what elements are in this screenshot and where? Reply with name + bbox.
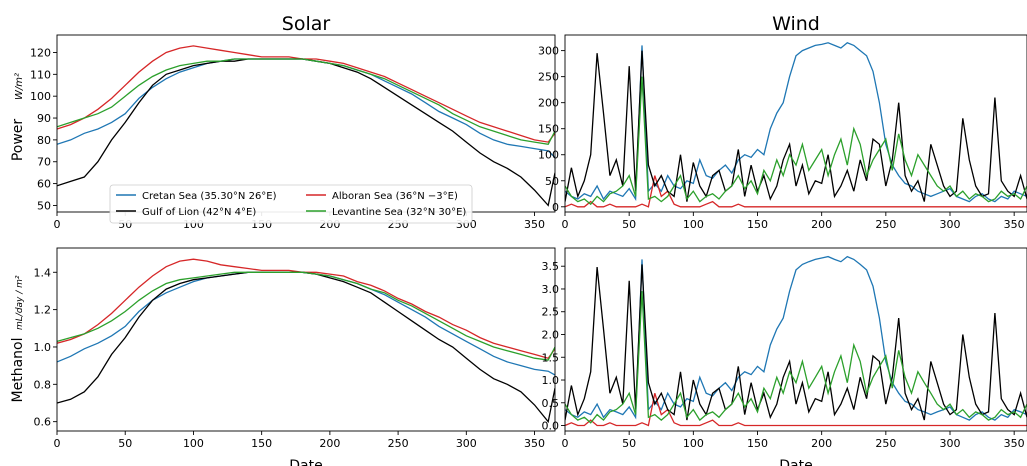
power-unit-label: W/m² [14,73,25,100]
wind-power-panel: 0 50 100 150 200 250 300 350 0 50 100 150 200 250 300 [538,34,1027,231]
solar-methanol-xtick-label: 0 [54,437,61,450]
wind-power-xtick-label: 300 [940,218,961,231]
solar-methanol-series-1-line [57,271,555,376]
wind-power-xtick-label: 0 [562,218,569,231]
wind-methanol-series-2-line [565,393,1027,427]
solar-methanol-ytick-label: 1.0 [34,341,52,354]
wind-power-xtick-label: 150 [747,218,768,231]
solar-power-series-2-line [57,45,555,143]
wind-methanol-ytick-label: 1.0 [542,374,560,387]
solar-methanol-xtick-label: 250 [388,437,409,450]
methanol-unit-label: mL/day / m² [15,275,25,330]
wind-power-series-2-line [565,175,1027,208]
wind-methanol-xtick-label: 350 [1004,437,1025,450]
wind-power-xtick-label: 50 [622,218,636,231]
solar-power-ytick-label: 90 [37,112,51,125]
legend-box [109,184,473,224]
solar-methanol-series-4-line [57,271,555,361]
wind-methanol-xtick-label: 0 [562,437,569,450]
wind-power-xtick-label: 100 [683,218,704,231]
solar-methanol-ytick-label: 1.2 [34,304,52,317]
solar-methanol-series-2-line [57,258,555,359]
column-title-wind: Wind [772,13,820,35]
solar-power-ytick-label: 100 [30,90,51,103]
wind-power-series-3-line [565,50,1027,202]
wind-methanol-xtick-label: 50 [622,437,636,450]
methanol-label: Methanol [10,338,26,403]
legend-entry: Cretan Sea (35.30°N 26°E) [142,191,277,202]
solar-power-ytick-label: 80 [37,134,51,147]
solar-methanol-axes-frame [56,247,556,432]
wind-methanol-ytick-label: 3.5 [542,260,560,273]
solar-methanol-xtick-label: 100 [183,437,204,450]
wind-methanol-ytick-label: 1.5 [542,351,560,364]
wind-power-ytick-label: 50 [545,175,559,188]
legend-entry: Alboran Sea (36°N −3°E) [332,191,458,202]
solar-power-ylabel: Power W/m² [10,73,26,161]
solar-methanol-ylabel: Methanol mL/day / m² [10,275,26,402]
wind-methanol-ytick-label: 0.5 [542,397,560,410]
solar-methanol-xtick-label: 300 [456,437,477,450]
wind-power-series-1-line [565,42,1027,203]
solar-methanol-ytick-label: 1.4 [34,266,52,279]
solar-methanol-xtick-label: 200 [319,437,340,450]
solar-power-xtick-label: 0 [54,218,61,231]
solar-methanol-panel: 0 50 100 150 200 250 300 350 0.6 0.8 1.0 1.2 1.4 [34,247,556,450]
wind-power-ytick-label: 250 [538,71,559,84]
wind-methanol-xtick-label: 200 [811,437,832,450]
solar-methanol-xtick-label: 150 [251,437,272,450]
solar-power-ytick-label: 50 [37,199,51,212]
solar-power-series-3-line [57,58,555,207]
solar-methanol-xtick-label: 50 [118,437,132,450]
wind-methanol-xtick-label: 250 [875,437,896,450]
solar-xlabel: Date [289,458,322,466]
solar-methanol-xtick-label: 350 [524,437,545,450]
wind-xlabel: Date [779,458,812,466]
wind-methanol-ytick-label: 0.0 [542,420,560,433]
column-title-solar: Solar [282,13,331,35]
solar-power-series-4-line [57,58,555,146]
solar-power-ytick-label: 60 [37,178,51,191]
wind-power-xtick-label: 200 [811,218,832,231]
legend-entry: Levantine Sea (32°N 30°E) [332,207,466,218]
wind-methanol-xtick-label: 150 [747,437,768,450]
wind-power-ytick-label: 300 [538,45,559,58]
wind-power-axes-frame [564,34,1027,213]
wind-methanol-ytick-label: 3.0 [542,283,560,296]
solar-methanol-ytick-label: 0.8 [34,378,52,391]
wind-methanol-axes-frame [564,247,1027,432]
wind-power-ytick-label: 150 [538,123,559,136]
wind-methanol-series-3-line [565,264,1027,421]
solar-power-ytick-label: 70 [37,156,51,169]
legend: Cretan Sea (35.30°N 26°E) Alboran Sea (36… [109,184,473,224]
wind-methanol-ytick-label: 2.0 [542,328,560,341]
power-label: Power [10,119,26,162]
wind-power-ytick-label: 100 [538,149,559,162]
solar-power-ytick-label: 120 [30,46,51,59]
svg-text:Methanol: Methanol [10,338,26,403]
wind-power-xtick-label: 250 [875,218,896,231]
wind-power-series-4-line [565,76,1027,206]
solar-power-ytick-label: 110 [30,68,51,81]
solar-methanol-ytick-label: 0.6 [34,416,52,429]
svg-text:Power: Power [10,119,26,162]
wind-methanol-xtick-label: 300 [940,437,961,450]
wind-methanol-series-1-line [565,255,1027,421]
wind-power-xtick-label: 350 [1004,218,1025,231]
wind-power-ytick-label: 200 [538,97,559,110]
wind-methanol-ytick-label: 2.5 [542,306,560,319]
wind-methanol-xtick-label: 100 [683,437,704,450]
wind-methanol-panel: 0 50 100 150 200 250 300 350 0.0 0.5 1.0 1.5 2.0 2.5 3… [542,247,1027,450]
solar-power-series-1-line [57,58,555,158]
wind-methanol-series-4-line [565,291,1027,424]
solar-power-xtick-label: 350 [524,218,545,231]
legend-entry: Gulf of Lion (42°N 4°E) [142,207,256,218]
wind-power-ytick-label: 0 [552,201,559,214]
